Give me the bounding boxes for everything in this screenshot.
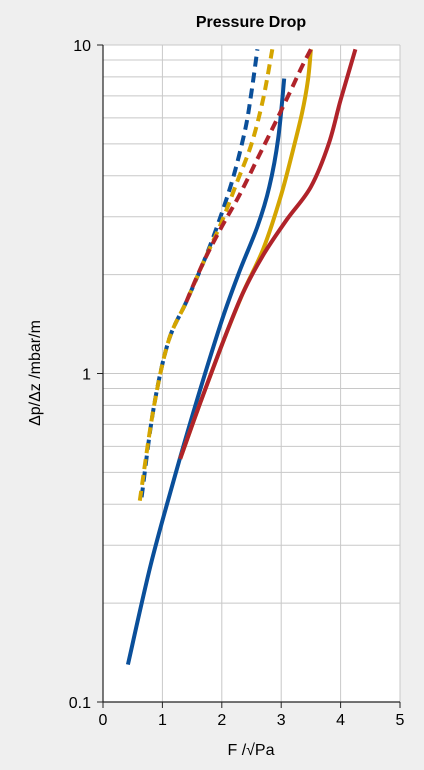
series-line-5 (137, 48, 275, 501)
x-tick-label: 5 (396, 712, 405, 729)
series-line-3 (178, 48, 358, 460)
chart-title: Pressure Drop (196, 14, 306, 31)
y-tick-label: 0.1 (69, 695, 91, 712)
x-tick-label: 1 (158, 712, 167, 729)
y-tick-label: 1 (82, 367, 91, 384)
series-line-6 (184, 48, 313, 303)
x-tick-label: 4 (336, 712, 345, 729)
y-axis-label: Δp/Δz /mbar/m (27, 320, 44, 426)
y-tick-label: 10 (73, 38, 91, 55)
tick-labels: 0 1 2 3 4 5 0.1 1 10 (69, 38, 405, 729)
series-line-1 (125, 78, 287, 666)
x-tick-label: 0 (99, 712, 108, 729)
series-layer (125, 48, 358, 666)
x-tick-label: 2 (217, 712, 226, 729)
x-tick-label: 3 (277, 712, 286, 729)
x-axis-label: F /√Pa (227, 742, 274, 759)
